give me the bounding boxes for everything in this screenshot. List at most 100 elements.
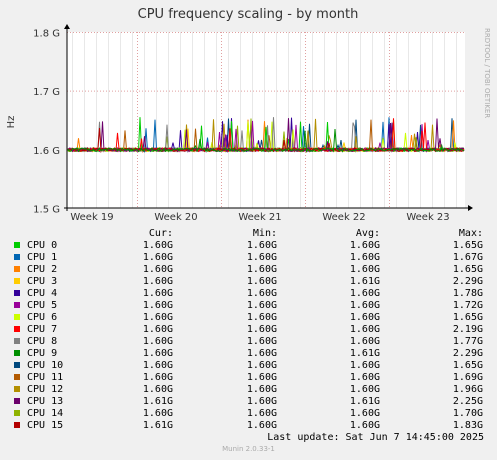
legend-swatch — [14, 386, 20, 392]
legend-cur: 1.61G — [142, 396, 173, 407]
legend-cur: 1.60G — [142, 300, 173, 311]
legend-min: 1.60G — [246, 396, 277, 407]
legend-min: 1.60G — [246, 324, 277, 335]
legend-label: CPU 13 — [27, 396, 64, 407]
y-tick-label: 1.6 G — [33, 146, 60, 157]
legend-min: 1.60G — [246, 336, 277, 347]
legend-avg: 1.60G — [349, 360, 380, 371]
legend-label: CPU 6 — [27, 312, 58, 323]
legend-min: 1.60G — [246, 240, 277, 251]
legend-swatch — [14, 398, 20, 404]
legend-min: 1.60G — [246, 312, 277, 323]
legend-max: 1.65G — [452, 240, 483, 251]
last-update: Last update: Sat Jun 7 14:45:00 2025 — [267, 432, 484, 443]
legend-max: 1.77G — [452, 336, 483, 347]
x-tick-label: Week 21 — [238, 212, 281, 223]
legend-cur: 1.60G — [142, 360, 173, 371]
legend-avg: 1.61G — [349, 348, 380, 359]
legend-max: 1.67G — [452, 252, 483, 263]
legend-max: 2.29G — [452, 276, 483, 287]
legend-min: 1.60G — [246, 348, 277, 359]
x-ticks: Week 19 Week 20 Week 21 Week 22 Week 23 — [70, 212, 449, 223]
y-axis-arrow — [64, 24, 70, 29]
legend-row: CPU 15 1.61G 1.60G 1.60G 1.83G — [0, 420, 497, 432]
legend-row: CPU 9 1.60G 1.60G 1.61G 2.29G — [0, 348, 497, 360]
legend-avg: 1.60G — [349, 336, 380, 347]
legend-row: CPU 11 1.60G 1.60G 1.60G 1.69G — [0, 372, 497, 384]
legend-swatch — [14, 302, 20, 308]
legend-label: CPU 15 — [27, 420, 64, 431]
legend-label: CPU 4 — [27, 288, 58, 299]
legend-avg: 1.60G — [349, 252, 380, 263]
legend-label: CPU 9 — [27, 348, 58, 359]
legend-swatch — [14, 338, 20, 344]
legend-label: CPU 12 — [27, 384, 64, 395]
legend-max: 1.72G — [452, 300, 483, 311]
legend-label: CPU 14 — [27, 408, 64, 419]
legend-avg: 1.61G — [349, 396, 380, 407]
legend-row: CPU 6 1.60G 1.60G 1.60G 1.65G — [0, 312, 497, 324]
header-cur: Cur: — [148, 228, 173, 239]
legend-label: CPU 10 — [27, 360, 64, 371]
legend-cur: 1.60G — [142, 384, 173, 395]
legend-row: CPU 4 1.60G 1.60G 1.60G 1.78G — [0, 288, 497, 300]
legend-max: 2.29G — [452, 348, 483, 359]
legend-avg: 1.60G — [349, 312, 380, 323]
legend-min: 1.60G — [246, 276, 277, 287]
legend-cur: 1.60G — [142, 276, 173, 287]
x-tick-label: Week 19 — [70, 212, 113, 223]
legend-swatch — [14, 374, 20, 380]
legend-min: 1.60G — [246, 408, 277, 419]
legend-swatch — [14, 326, 20, 332]
legend-row: CPU 3 1.60G 1.60G 1.61G 2.29G — [0, 276, 497, 288]
legend-swatch — [14, 350, 20, 356]
legend-swatch — [14, 314, 20, 320]
legend-swatch — [14, 242, 20, 248]
y-tick-label: 1.8 G — [33, 29, 60, 40]
legend-avg: 1.60G — [349, 420, 380, 431]
legend-label: CPU 11 — [27, 372, 64, 383]
y-tick-label: 1.7 G — [33, 87, 60, 98]
header-avg: Avg: — [355, 228, 380, 239]
legend-avg: 1.61G — [349, 276, 380, 287]
legend-label: CPU 3 — [27, 276, 58, 287]
legend-row: CPU 12 1.60G 1.60G 1.60G 1.96G — [0, 384, 497, 396]
legend-min: 1.60G — [246, 300, 277, 311]
legend-avg: 1.60G — [349, 372, 380, 383]
x-tick-label: Week 20 — [154, 212, 197, 223]
grid — [67, 32, 465, 208]
legend-cur: 1.60G — [142, 252, 173, 263]
legend-label: CPU 5 — [27, 300, 58, 311]
legend-avg: 1.60G — [349, 240, 380, 251]
legend-max: 1.83G — [452, 420, 483, 431]
legend-cur: 1.60G — [142, 264, 173, 275]
legend-max: 1.78G — [452, 288, 483, 299]
legend-min: 1.60G — [246, 288, 277, 299]
x-tick-label: Week 22 — [322, 212, 365, 223]
legend-avg: 1.60G — [349, 288, 380, 299]
legend-row: CPU 13 1.61G 1.60G 1.61G 2.25G — [0, 396, 497, 408]
legend-min: 1.60G — [246, 384, 277, 395]
legend-swatch — [14, 278, 20, 284]
legend-header: Cur: Min: Avg: Max: — [0, 228, 497, 240]
legend-avg: 1.60G — [349, 324, 380, 335]
legend-max: 1.69G — [452, 372, 483, 383]
legend-avg: 1.60G — [349, 408, 380, 419]
legend-cur: 1.60G — [142, 336, 173, 347]
legend-avg: 1.60G — [349, 300, 380, 311]
legend-swatch — [14, 410, 20, 416]
series-lines — [67, 117, 465, 154]
legend-label: CPU 1 — [27, 252, 58, 263]
x-tick-label: Week 23 — [406, 212, 449, 223]
legend-max: 1.65G — [452, 312, 483, 323]
legend-row: CPU 2 1.60G 1.60G 1.60G 1.65G — [0, 264, 497, 276]
legend-min: 1.60G — [246, 420, 277, 431]
legend-cur: 1.60G — [142, 372, 173, 383]
legend-cur: 1.60G — [142, 324, 173, 335]
legend-avg: 1.60G — [349, 264, 380, 275]
legend-row: CPU 8 1.60G 1.60G 1.60G 1.77G — [0, 336, 497, 348]
legend-max: 1.65G — [452, 360, 483, 371]
y-axis-label: Hz — [6, 116, 17, 129]
legend-max: 2.25G — [452, 396, 483, 407]
legend-swatch — [14, 290, 20, 296]
